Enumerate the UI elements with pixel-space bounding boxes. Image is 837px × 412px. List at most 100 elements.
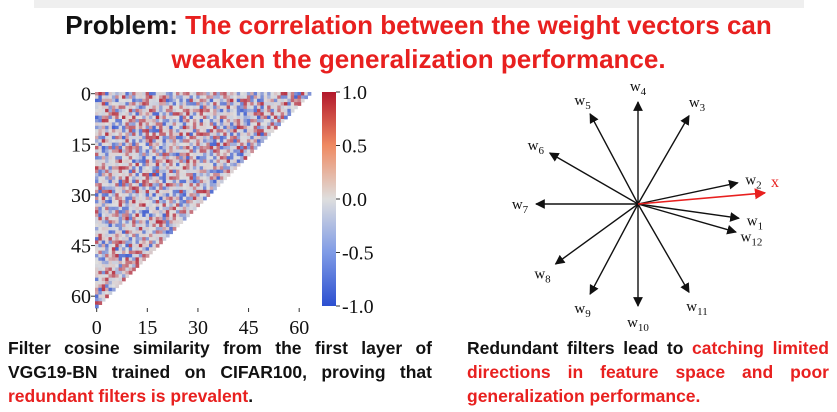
heatmap-cell (250, 108, 254, 113)
heatmap-cell (128, 162, 133, 167)
heatmap-cell (219, 98, 224, 103)
heatmap-cell (169, 115, 173, 120)
heatmap-cell (98, 193, 103, 197)
heatmap-cell (155, 108, 160, 113)
heatmap-cell (176, 189, 180, 194)
heatmap-cell (179, 156, 184, 160)
heatmap-cell (240, 122, 244, 127)
heatmap-cell (169, 186, 173, 191)
heatmap-cell (98, 243, 103, 248)
heatmap-cell (196, 142, 200, 147)
heatmap-cell (105, 95, 109, 100)
heatmap-cell (101, 237, 106, 241)
heatmap-cell (159, 92, 163, 96)
heatmap-cell (209, 159, 214, 164)
heatmap-cell (223, 139, 227, 143)
heatmap-cell (105, 149, 109, 154)
heatmap-cell (159, 142, 163, 147)
heatmap-cell (135, 108, 140, 113)
heatmap-x-axis: 0 15 30 45 60 (92, 308, 309, 336)
heatmap-cell (122, 108, 126, 113)
heatmap-cell (159, 200, 163, 204)
heatmap-cell (101, 257, 106, 262)
heatmap-cell (243, 119, 248, 123)
heatmap-cell (128, 233, 133, 238)
heatmap-cell (172, 162, 177, 167)
heatmap-cell (132, 102, 136, 106)
heatmap-cell (172, 92, 177, 96)
heatmap-cell (145, 166, 150, 170)
heatmap-cell (307, 92, 312, 96)
heatmap-cell (118, 115, 123, 120)
heatmap-cell (128, 206, 133, 211)
heatmap-cell (142, 257, 146, 262)
heatmap-cell (209, 186, 214, 191)
heatmap-cell (233, 166, 238, 170)
vector-label-w2: w2 (745, 173, 761, 192)
heatmap-cell (209, 156, 214, 160)
heatmap-cell (138, 223, 143, 228)
heatmap-cell (149, 200, 153, 204)
heatmap-cell (182, 196, 187, 201)
heatmap-cell (101, 183, 106, 187)
heatmap-cell (199, 122, 204, 127)
vector-label-w7: w7 (512, 197, 529, 216)
heatmap-cell (155, 132, 160, 137)
heatmap-cell (196, 98, 200, 103)
heatmap-cell (138, 233, 143, 238)
heatmap-cell (95, 203, 99, 208)
heatmap-cell (206, 193, 211, 197)
heatmap-cell (186, 176, 190, 181)
heatmap-cell (108, 189, 113, 194)
heatmap-cell (223, 162, 227, 167)
heatmap-cell (189, 149, 194, 154)
heatmap-cell (209, 162, 214, 167)
heatmap-cell (145, 200, 150, 204)
heatmap-cell (192, 183, 197, 187)
heatmap-cell (155, 115, 160, 120)
heatmap-cell (155, 220, 160, 224)
heatmap-cell (135, 135, 140, 140)
heatmap-cell (192, 193, 197, 197)
heatmap-cell (189, 200, 194, 204)
heatmap-cell (152, 159, 157, 164)
heatmap-cell (138, 210, 143, 214)
heatmap-cell (132, 243, 136, 248)
heatmap-cell (108, 200, 113, 204)
heatmap-cell (199, 129, 204, 133)
heatmap-cell (115, 176, 119, 181)
heatmap-cell (186, 108, 190, 113)
heatmap-cell (250, 142, 254, 147)
heatmap-cell (263, 115, 268, 120)
heatmap-cell (219, 142, 224, 147)
heatmap-cell (199, 200, 204, 204)
heatmap-cell (165, 223, 170, 228)
heatmap-cell (189, 186, 194, 191)
heatmap-cell (101, 119, 106, 123)
heatmap-cell (95, 216, 99, 221)
input-vector-label: x (771, 174, 779, 191)
heatmap-cell (172, 189, 177, 194)
caption-right-highlight: catching limited directions in feature s… (467, 338, 829, 406)
heatmap-cell (98, 247, 103, 251)
heatmap-cell (169, 142, 173, 147)
heatmap-cell (132, 95, 136, 100)
heatmap-cell (162, 102, 167, 106)
heatmap-cell (186, 200, 190, 204)
heatmap-cell (209, 142, 214, 147)
heatmap-cell (277, 95, 281, 100)
heatmap-cell (223, 156, 227, 160)
heatmap-cell (105, 135, 109, 140)
heatmap-cell (203, 176, 207, 181)
heatmap-cell (105, 287, 109, 292)
heatmap-cell (95, 122, 99, 127)
heatmap-cell (162, 186, 167, 191)
slide-title: Problem: The correlation between the wei… (0, 8, 837, 76)
heatmap-cell (216, 159, 221, 164)
heatmap-cell (192, 139, 197, 143)
heatmap-cell (199, 189, 204, 194)
caption-left-highlight: redundant filters is prevalent (8, 386, 249, 406)
heatmap-cell (128, 146, 133, 150)
heatmap-cell (189, 108, 194, 113)
heatmap-cell (105, 270, 109, 275)
